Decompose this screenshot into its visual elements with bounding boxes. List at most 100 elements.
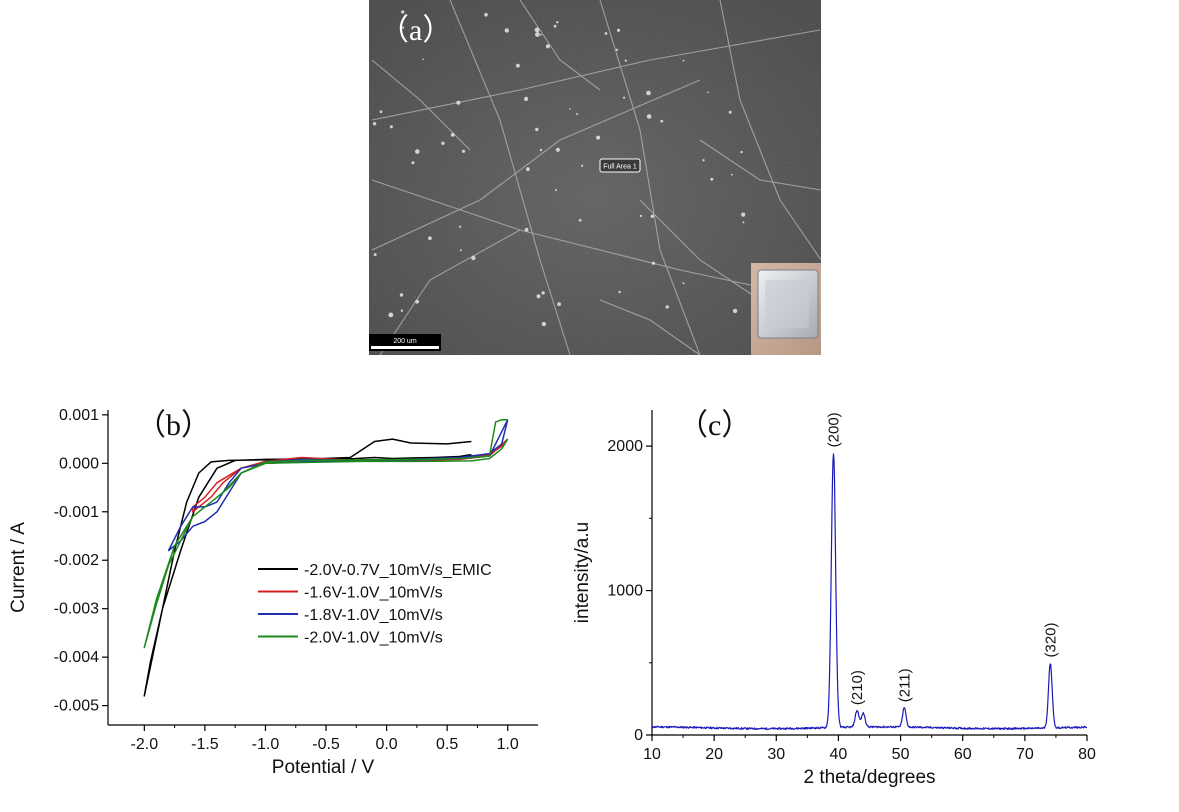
sem-crack	[599, 0, 701, 356]
full-area-box	[599, 158, 641, 173]
legend-label: -1.8V-1.0V_10mV/s	[304, 607, 443, 624]
sem-crack	[699, 139, 822, 191]
sem-particle	[372, 122, 377, 126]
sem-particle	[524, 227, 529, 232]
sem-particle	[556, 21, 559, 24]
sem-particle	[545, 44, 551, 49]
x-tick-label: 50	[892, 746, 910, 763]
peak-label: (210)	[849, 670, 866, 705]
y-tick-label: -0.003	[54, 601, 99, 618]
sem-crack	[371, 179, 822, 301]
sem-particle	[707, 91, 709, 94]
sem-particle	[710, 177, 714, 181]
sem-crack	[379, 229, 521, 356]
sem-particle	[555, 147, 561, 152]
x-tick-label: 30	[767, 746, 785, 763]
sem-cracks	[371, 0, 822, 356]
sem-particle	[541, 291, 545, 295]
sem-particle	[741, 212, 746, 217]
sem-particle	[400, 309, 404, 312]
sem-particle	[459, 225, 462, 228]
sem-particle	[450, 133, 455, 137]
sem-micrograph-panel: （a） Full Area 1 200 um	[369, 0, 822, 356]
y-axis-title: intensity/a.u	[572, 522, 593, 623]
sem-crack	[371, 29, 821, 121]
sem-particle	[682, 59, 685, 62]
cv-chart: -2.0 -1.5 -1.0 -0.5 0.0 0.5 1.0 0.001 0.000 -0.00…	[8, 407, 538, 778]
sem-particle	[576, 113, 579, 115]
sem-texture	[369, 0, 821, 355]
sem-particle	[526, 167, 530, 172]
x-tick-label: 10	[643, 746, 661, 763]
x-tick-label: 0.5	[436, 736, 458, 753]
y-tick-label: -0.005	[54, 698, 99, 715]
x-axis-title: Potential / V	[272, 757, 375, 778]
xrd-chart: 10 20 30 40 50 60 70 80 0 1000 2000 2 theta/degrees…	[572, 409, 1096, 788]
peak-label: (211)	[896, 668, 913, 702]
sem-particle	[471, 255, 476, 261]
sem-particle	[728, 110, 732, 114]
sem-particle	[456, 100, 461, 105]
legend-label: -1.6V-1.0V_10mV/s	[304, 585, 443, 602]
sem-particle	[535, 32, 540, 37]
x-tick-label: 1.0	[497, 736, 519, 753]
full-area-annotation: Full Area 1	[603, 164, 637, 171]
scale-bar-label: 200 um	[393, 338, 417, 345]
sem-particle	[484, 12, 488, 17]
y-tick-label: -0.004	[54, 649, 99, 666]
sem-particle	[732, 308, 738, 314]
y-tick-label: -0.001	[54, 504, 99, 521]
sem-particles	[372, 10, 746, 327]
peak-label: (320)	[1042, 622, 1059, 657]
sem-particle	[441, 141, 445, 145]
sem-crack	[449, 0, 571, 356]
x-tick-label: -1.0	[252, 736, 280, 753]
legend-label: -2.0V-1.0V_10mV/s	[304, 630, 443, 647]
x-tick-label: 0.0	[375, 736, 397, 753]
sem-particle	[557, 302, 561, 306]
sem-particle	[646, 114, 652, 119]
sem-particle	[540, 33, 542, 36]
x-tick-label: 60	[954, 746, 972, 763]
sem-particle	[524, 96, 529, 101]
sem-particle	[415, 299, 419, 304]
y-axis-title: Current / A	[8, 522, 29, 613]
sem-particle	[461, 149, 466, 153]
y-tick-label: -0.002	[54, 552, 99, 569]
cv-series-line	[143, 418, 509, 649]
sem-particle	[646, 90, 651, 96]
x-tick-label: -1.5	[191, 736, 219, 753]
sem-particle	[740, 150, 743, 154]
sem-particle	[535, 127, 539, 132]
sem-particle	[651, 261, 656, 265]
y-tick-label: 0.001	[59, 407, 99, 424]
sem-crack	[519, 0, 601, 91]
sem-particle	[615, 48, 618, 52]
legend-label: -2.0V-0.7V_10mV/s_EMIC	[304, 562, 492, 579]
x-tick-label: 20	[705, 746, 723, 763]
y-tick-label: 0	[634, 727, 643, 744]
sem-particle	[389, 125, 393, 129]
sem-particle	[388, 312, 394, 318]
sem-particle	[422, 58, 425, 61]
sem-particle	[578, 218, 582, 222]
sem-crack	[719, 0, 822, 261]
x-tick-label: 80	[1078, 746, 1096, 763]
sem-particle	[650, 214, 654, 218]
sem-particle	[516, 63, 520, 68]
sem-crack	[599, 299, 701, 356]
sem-particle	[639, 214, 643, 218]
y-tick-label: 2000	[607, 438, 643, 455]
x-tick-label: 70	[1016, 746, 1034, 763]
sem-particle	[665, 305, 669, 309]
sample-photo-inset	[751, 263, 821, 355]
sem-particle	[415, 149, 420, 154]
sem-particle	[504, 28, 509, 33]
sem-particle	[379, 110, 383, 114]
sem-particle	[616, 28, 621, 32]
sem-particle	[536, 294, 541, 299]
x-tick-label: 40	[830, 746, 848, 763]
xrd-series-line	[651, 453, 1088, 731]
sem-particle	[596, 135, 601, 140]
